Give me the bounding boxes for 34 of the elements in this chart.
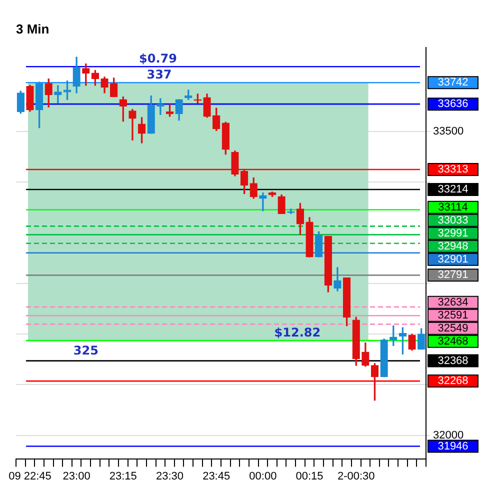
ref-line-label: 31946 bbox=[438, 440, 468, 452]
annotation: $12.82 bbox=[274, 326, 321, 340]
ref-line-label: 33742 bbox=[438, 76, 468, 89]
y-tick-label: 32000 bbox=[433, 429, 464, 442]
ref-line-label: 32791 bbox=[438, 269, 468, 282]
ref-line-label: 32468 bbox=[438, 335, 468, 348]
ref-line-label: 32368 bbox=[438, 354, 468, 367]
ref-line-label: 32549 bbox=[438, 322, 468, 334]
ref-line-label: 32991 bbox=[438, 227, 468, 240]
candlestick bbox=[54, 85, 62, 104]
x-tick-label: 00:00 bbox=[249, 470, 277, 482]
ref-line-label: 33313 bbox=[438, 164, 468, 176]
ref-line-label: 33214 bbox=[438, 184, 468, 196]
x-tick-label: 09 22:45 bbox=[8, 470, 52, 482]
ref-line-label: 33114 bbox=[438, 201, 468, 214]
annotation: $0.79 bbox=[139, 52, 177, 66]
chart-title: 3 Min bbox=[16, 21, 50, 36]
ref-line-label: 32634 bbox=[438, 296, 468, 308]
x-tick-label: 23:30 bbox=[156, 470, 184, 482]
candlestick bbox=[259, 192, 267, 212]
ref-line-label: 32901 bbox=[438, 253, 468, 266]
y-tick-label: 33500 bbox=[433, 126, 464, 138]
x-tick-label: 23:00 bbox=[62, 470, 90, 482]
annotation: 337 bbox=[146, 68, 172, 82]
ref-line-label: 32268 bbox=[438, 375, 468, 388]
x-tick-label: 00:15 bbox=[296, 470, 324, 482]
ref-line-label: 32591 bbox=[438, 309, 468, 322]
annotation: 325 bbox=[73, 344, 98, 358]
ref-line-label: 32948 bbox=[438, 240, 468, 252]
x-tick-label: 23:45 bbox=[202, 470, 230, 482]
ref-line-label: 33033 bbox=[438, 214, 468, 226]
x-tick-label: 23:15 bbox=[109, 470, 137, 482]
x-tick-label: 2-00:30 bbox=[337, 470, 375, 482]
ref-line-label: 33636 bbox=[438, 98, 468, 110]
